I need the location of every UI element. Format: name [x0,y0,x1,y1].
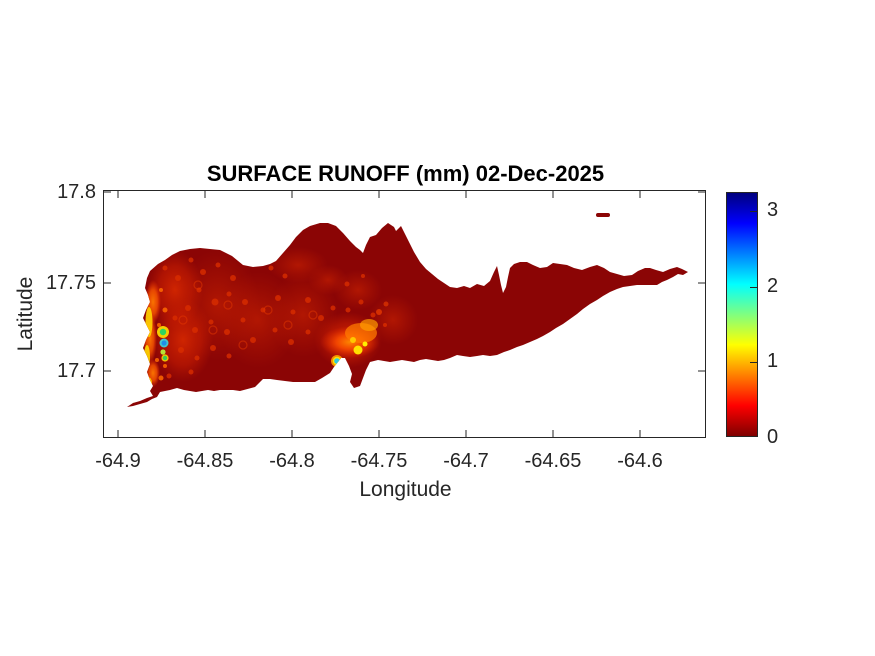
x-axis-label: Longitude [359,478,452,501]
x-tick-label: -64.8 [269,450,315,472]
runoff-intensity-overlays [131,247,418,403]
plot-title: SURFACE RUNOFF (mm) 02-Dec-2025 [206,161,605,186]
colorbar-tick [750,362,757,363]
x-tick-label: -64.75 [350,450,408,472]
colorbar-tick-label: 0 [767,426,779,448]
x-tick-label: -64.7 [443,450,489,472]
axes-box [103,190,706,438]
west-coast-hotspots [131,280,169,403]
mottled-texture [147,247,418,382]
x-tick-label: -64.85 [176,450,234,472]
y-tick-label: 17.8 [57,181,96,203]
y-tick-label: 17.75 [45,272,96,294]
map-plot-area [103,190,706,438]
axes-ticks [104,191,705,437]
colorbar-tick [750,287,757,288]
x-tick-label: -64.65 [524,450,582,472]
colorbar-tick-label: 3 [767,199,779,221]
colorbar-gradient [726,192,758,437]
x-tick-label: -64.6 [617,450,663,472]
x-tick-label: -64.9 [95,450,141,472]
colorbar-tick-label: 1 [767,350,779,372]
colorbar-tick [750,211,757,212]
colorbar-tick-label: 2 [767,275,779,297]
y-tick-label: 17.7 [57,360,96,382]
offshore-cell [596,213,610,217]
